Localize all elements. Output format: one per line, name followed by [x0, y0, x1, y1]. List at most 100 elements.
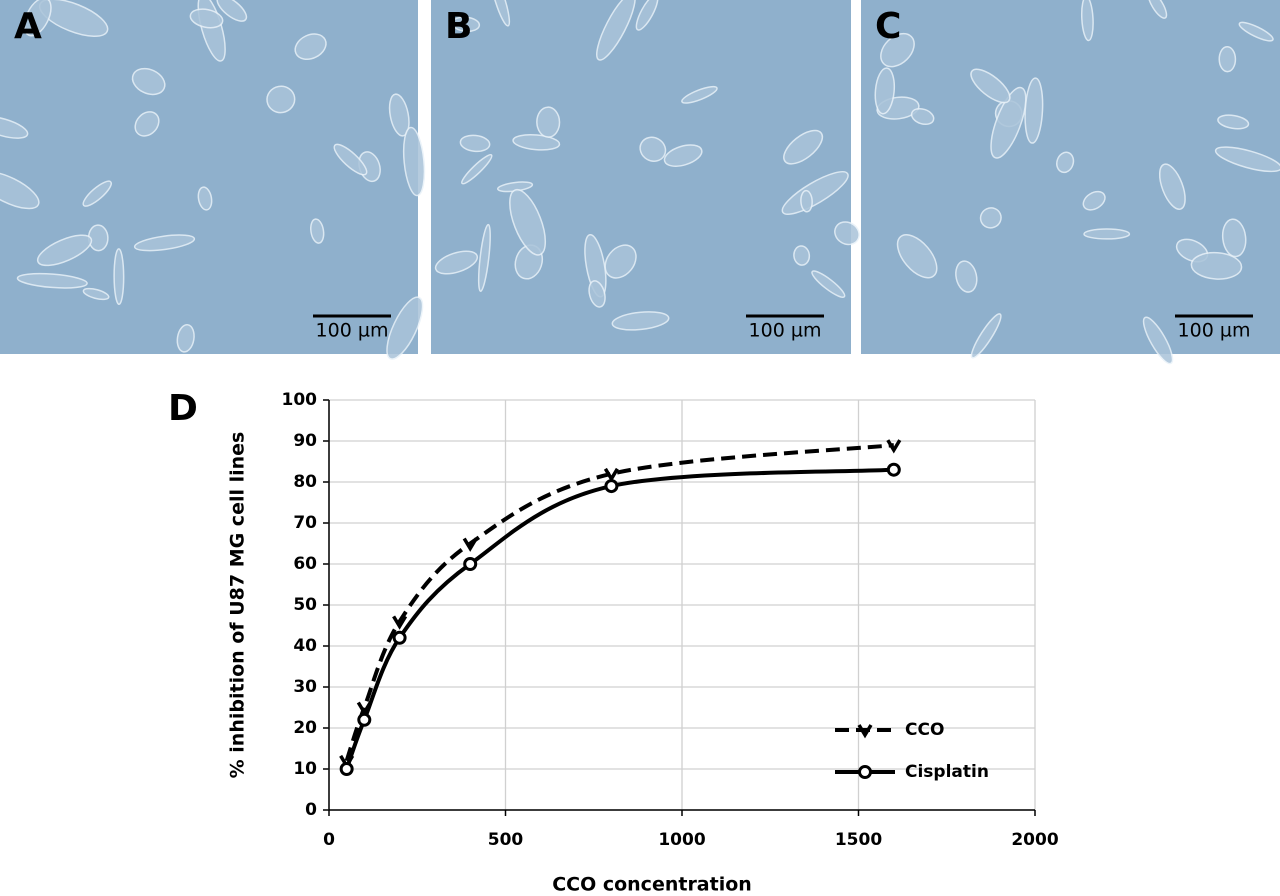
cell — [131, 67, 166, 96]
panels: A 100 µm B 100 µm C 100 µm — [0, 0, 1280, 365]
y-tick-label: 70 — [293, 513, 317, 533]
cell — [800, 189, 813, 213]
cell — [1218, 46, 1237, 73]
y-tick-label: 10 — [293, 759, 317, 779]
cell — [477, 223, 491, 292]
cell — [434, 250, 479, 275]
cell — [834, 221, 860, 246]
cell — [134, 111, 160, 137]
legend-label: CCO — [905, 720, 944, 740]
cell — [536, 106, 561, 138]
cell — [1083, 228, 1131, 240]
cell — [189, 8, 224, 29]
point — [886, 462, 901, 477]
cell — [1142, 316, 1174, 365]
cell — [681, 85, 718, 104]
cell — [783, 129, 824, 165]
cell — [635, 0, 659, 31]
cell — [1082, 190, 1106, 211]
point — [857, 724, 873, 739]
cell — [113, 248, 125, 306]
y-tick-label: 30 — [293, 677, 317, 697]
y-tick-label: 60 — [293, 554, 317, 574]
x-axis-label: CCO concentration — [552, 874, 752, 896]
cell — [310, 218, 325, 244]
cell — [1221, 218, 1247, 258]
cell — [388, 93, 410, 137]
cell — [333, 143, 368, 176]
cell — [23, 0, 52, 37]
point — [392, 630, 407, 645]
cell — [294, 33, 327, 61]
cell — [490, 0, 511, 27]
cell — [880, 32, 915, 68]
cell — [1158, 163, 1186, 210]
y-tick-label: 90 — [293, 431, 317, 451]
cell — [1214, 146, 1280, 173]
point — [858, 765, 872, 779]
cell — [793, 245, 811, 266]
cell — [588, 280, 606, 308]
cell — [82, 287, 110, 301]
cell — [82, 180, 112, 207]
panel-label: B — [445, 6, 472, 47]
point — [603, 467, 619, 483]
point — [462, 537, 478, 552]
cell — [1217, 114, 1250, 130]
y-tick-label: 50 — [293, 595, 317, 615]
cell — [216, 0, 248, 22]
x-tick-label: 2000 — [1011, 830, 1058, 850]
scale-bar-label: 100 µm — [1178, 320, 1251, 342]
cell — [509, 188, 547, 256]
cell — [459, 134, 491, 153]
x-tick-label: 0 — [323, 830, 335, 850]
cell — [781, 171, 849, 215]
cell — [811, 270, 846, 298]
cell — [512, 134, 561, 151]
cell — [1190, 251, 1243, 280]
y-tick-label: 0 — [305, 800, 317, 820]
y-tick-label: 40 — [293, 636, 317, 656]
cell — [874, 67, 896, 115]
cell — [1147, 0, 1168, 19]
cell — [970, 313, 1002, 359]
cell — [402, 126, 426, 197]
cell — [0, 115, 29, 139]
point — [886, 439, 902, 454]
x-tick-label: 500 — [488, 830, 524, 850]
cell — [611, 311, 670, 331]
cell — [176, 324, 195, 353]
cell — [266, 85, 296, 114]
cell — [386, 296, 424, 360]
panel-label: C — [875, 6, 901, 47]
point — [339, 762, 354, 776]
cell — [1056, 151, 1075, 174]
cell — [955, 260, 978, 293]
y-tick-label: 100 — [282, 390, 318, 410]
legend-label: Cisplatin — [905, 762, 989, 782]
cell — [639, 136, 667, 162]
cell — [36, 234, 93, 267]
micrograph — [0, 0, 418, 354]
cell — [896, 234, 938, 279]
cell — [910, 107, 935, 126]
cell — [970, 68, 1011, 104]
y-tick-label: 20 — [293, 718, 317, 738]
micrograph — [431, 0, 851, 354]
x-tick-label: 1000 — [658, 830, 705, 850]
cell — [979, 207, 1002, 229]
point — [604, 479, 619, 494]
cell — [133, 234, 196, 252]
point — [392, 615, 408, 630]
scale-bar-label: 100 µm — [316, 320, 389, 342]
point — [357, 712, 372, 727]
panel-label: D — [168, 388, 198, 429]
micrograph — [861, 0, 1280, 354]
cell — [604, 244, 637, 279]
series-line — [344, 467, 894, 770]
cell — [197, 186, 213, 211]
cell — [596, 0, 636, 61]
cell — [663, 144, 703, 167]
